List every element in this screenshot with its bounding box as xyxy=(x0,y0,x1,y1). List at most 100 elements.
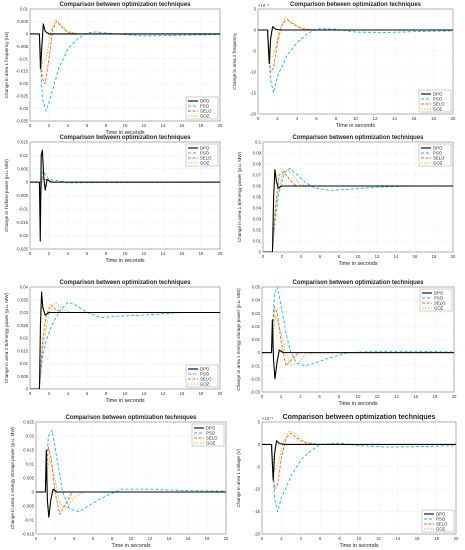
y-tick-label: -0.01 xyxy=(24,518,34,523)
x-tick-label: 10 xyxy=(357,536,362,541)
x-tick-label: 8 xyxy=(105,123,108,128)
y-tick-label: 5 xyxy=(258,420,261,425)
x-tick-label: 18 xyxy=(199,251,204,256)
y-tick-label: 0 xyxy=(258,350,261,355)
x-tick-label: 4 xyxy=(300,254,303,259)
x-tick-label: 4 xyxy=(296,116,299,121)
x-tick-label: 14 xyxy=(161,251,166,256)
x-tick-label: 20 xyxy=(218,391,223,396)
x-axis-label: Time in seconds xyxy=(336,123,375,129)
x-tick-label: 6 xyxy=(315,116,318,121)
x-tick-label: 2 xyxy=(48,123,51,128)
x-tick-label: 16 xyxy=(412,116,417,121)
series-line-pso xyxy=(30,301,220,389)
y-tick-label: 0.03 xyxy=(20,310,29,315)
series-line-pso xyxy=(262,287,454,367)
chart-panel-area1-benergy-power: 0 2 4 6 8 10 12 14 16 18 20 0.1 0.09 0.08 0.07 0.06 0.05… xyxy=(235,132,456,268)
legend-label-dpo: DPO xyxy=(200,367,210,372)
legend-label-goz: GOZ xyxy=(433,107,443,112)
y-tick-label: -0.01 xyxy=(18,56,28,61)
x-tick-label: 18 xyxy=(199,123,204,128)
y-tick-label: -0.005 xyxy=(16,44,29,49)
series-line-dpo xyxy=(30,23,220,70)
y-axis-label: Change in area 1 voltage (V) xyxy=(236,448,241,507)
y-tick-label: 0.05 xyxy=(253,195,262,200)
x-tick-label: 20 xyxy=(452,394,457,399)
legend-label-goz: GOZ xyxy=(434,306,444,311)
x-tick-label: 18 xyxy=(434,536,439,541)
x-tick-label: 16 xyxy=(415,536,420,541)
x-tick-label: 14 xyxy=(394,254,399,259)
y-tick-label: 0.02 xyxy=(253,228,262,233)
y-tick-label: 0.01 xyxy=(252,337,261,342)
x-tick-label: 8 xyxy=(105,391,108,396)
y-tick-label: -15 xyxy=(254,509,261,514)
legend-label-pso: PSO xyxy=(433,151,443,156)
chart-panel-turbine-power: 0 2 4 6 8 10 12 14 16 18 20 0.015 0.01 0.005 0 -0.005 -0… xyxy=(2,132,223,265)
y-tick-label: 0.08 xyxy=(253,162,262,167)
y-tick-label: 0.09 xyxy=(253,151,262,156)
y-tick-label: -0.03 xyxy=(250,390,260,395)
x-tick-label: 4 xyxy=(73,536,76,541)
y-tick-label: 0.07 xyxy=(253,173,262,178)
y-tick-label: 0.015 xyxy=(17,348,28,353)
legend-label-pso: PSO xyxy=(436,517,446,522)
y-tick-label: 0.02 xyxy=(26,434,35,439)
x-tick-label: 18 xyxy=(199,391,204,396)
legend-label-dpo: DPO xyxy=(433,92,443,97)
x-tick-label: 4 xyxy=(67,251,70,256)
y-tick-label: 0.04 xyxy=(253,206,262,211)
series-line-selo xyxy=(36,446,226,515)
y-tick-label: -5 xyxy=(256,464,260,469)
x-tick-label: 12 xyxy=(375,254,380,259)
x-tick-label: 6 xyxy=(319,536,322,541)
x-tick-label: 16 xyxy=(180,123,185,128)
x-tick-label: 6 xyxy=(86,123,89,128)
x-tick-label: 6 xyxy=(319,254,322,259)
legend-label-selo: SELO xyxy=(436,522,448,527)
y-tick-label: 5 xyxy=(254,7,257,12)
chart-panel-area2-frequency: 0 2 4 6 8 10 12 14 16 18 20 5 0 -5 -10 -15 -20 ×10⁻³ Compa… xyxy=(230,0,456,130)
y-tick-label: 0.005 xyxy=(17,166,28,171)
legend-label-pso: PSO xyxy=(433,97,443,102)
series-line-dpo xyxy=(263,168,453,252)
y-axis-label: Change in Turbine power (p.u. MW) xyxy=(4,159,9,232)
legend-label-selo: SELO xyxy=(200,156,212,161)
x-tick-label: 2 xyxy=(280,536,283,541)
chart-panel-area2-benergy-power: 0 2 4 6 8 10 12 14 16 18 20 0.04 0.035 0.03 0.025 0.02 0… xyxy=(2,277,223,405)
y-tick-label: -0.01 xyxy=(250,363,260,368)
chart-svg: 0 2 4 6 8 10 12 14 16 18 200.050.040.030.020.010-0… xyxy=(236,280,457,407)
x-tick-label: 12 xyxy=(142,123,147,128)
y-axis-label: Change in area 2 frequency xyxy=(232,32,237,89)
x-axis-label: Time in seconds xyxy=(339,543,378,549)
x-tick-label: 20 xyxy=(454,536,459,541)
y-tick-label: 0.03 xyxy=(253,217,262,222)
x-tick-label: 8 xyxy=(338,536,341,541)
x-tick-label: 14 xyxy=(161,123,166,128)
chart-title: Comparison between optimization techniqu… xyxy=(59,135,191,141)
x-tick-label: 14 xyxy=(161,391,166,396)
y-tick-label: 0.01 xyxy=(26,462,35,467)
x-axis-label: Time in seconds xyxy=(105,258,144,264)
series-line-pso xyxy=(36,429,226,513)
y-tick-label: -5 xyxy=(252,49,256,54)
y-axis-label: Change in area 2 B/energy power (p.u. MW… xyxy=(4,292,9,383)
legend-label-selo: SELO xyxy=(200,109,212,114)
chart-title: Comparison between optimization techniqu… xyxy=(290,2,422,8)
chart-title: Comparison between optimization techniqu… xyxy=(292,280,424,286)
y-tick-label: -0.025 xyxy=(16,94,29,99)
x-tick-label: 16 xyxy=(413,254,418,259)
legend-label-goz: GOZ xyxy=(200,114,210,119)
x-tick-label: 16 xyxy=(180,251,185,256)
x-axis-label: Time in seconds xyxy=(105,398,144,404)
y-tick-label: -0.015 xyxy=(16,220,29,225)
series-line-pso xyxy=(262,442,456,513)
x-tick-label: 8 xyxy=(105,251,108,256)
chart-svg: 0 2 4 6 8 10 12 14 16 18 20 5 0 -5 -10 -15 -20 ×10⁻³ Compa… xyxy=(232,2,456,129)
y-tick-label: 0.02 xyxy=(252,324,261,329)
x-tick-label: 8 xyxy=(335,116,338,121)
x-tick-label: 18 xyxy=(205,536,210,541)
x-tick-label: 14 xyxy=(392,116,397,121)
